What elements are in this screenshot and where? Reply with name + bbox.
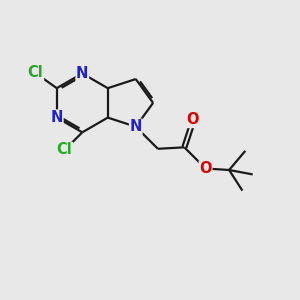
Text: N: N — [130, 119, 142, 134]
Text: O: O — [199, 161, 212, 176]
Text: Cl: Cl — [28, 65, 43, 80]
Text: Cl: Cl — [57, 142, 73, 158]
Text: N: N — [51, 110, 63, 125]
Text: N: N — [76, 66, 88, 81]
Text: O: O — [186, 112, 199, 128]
